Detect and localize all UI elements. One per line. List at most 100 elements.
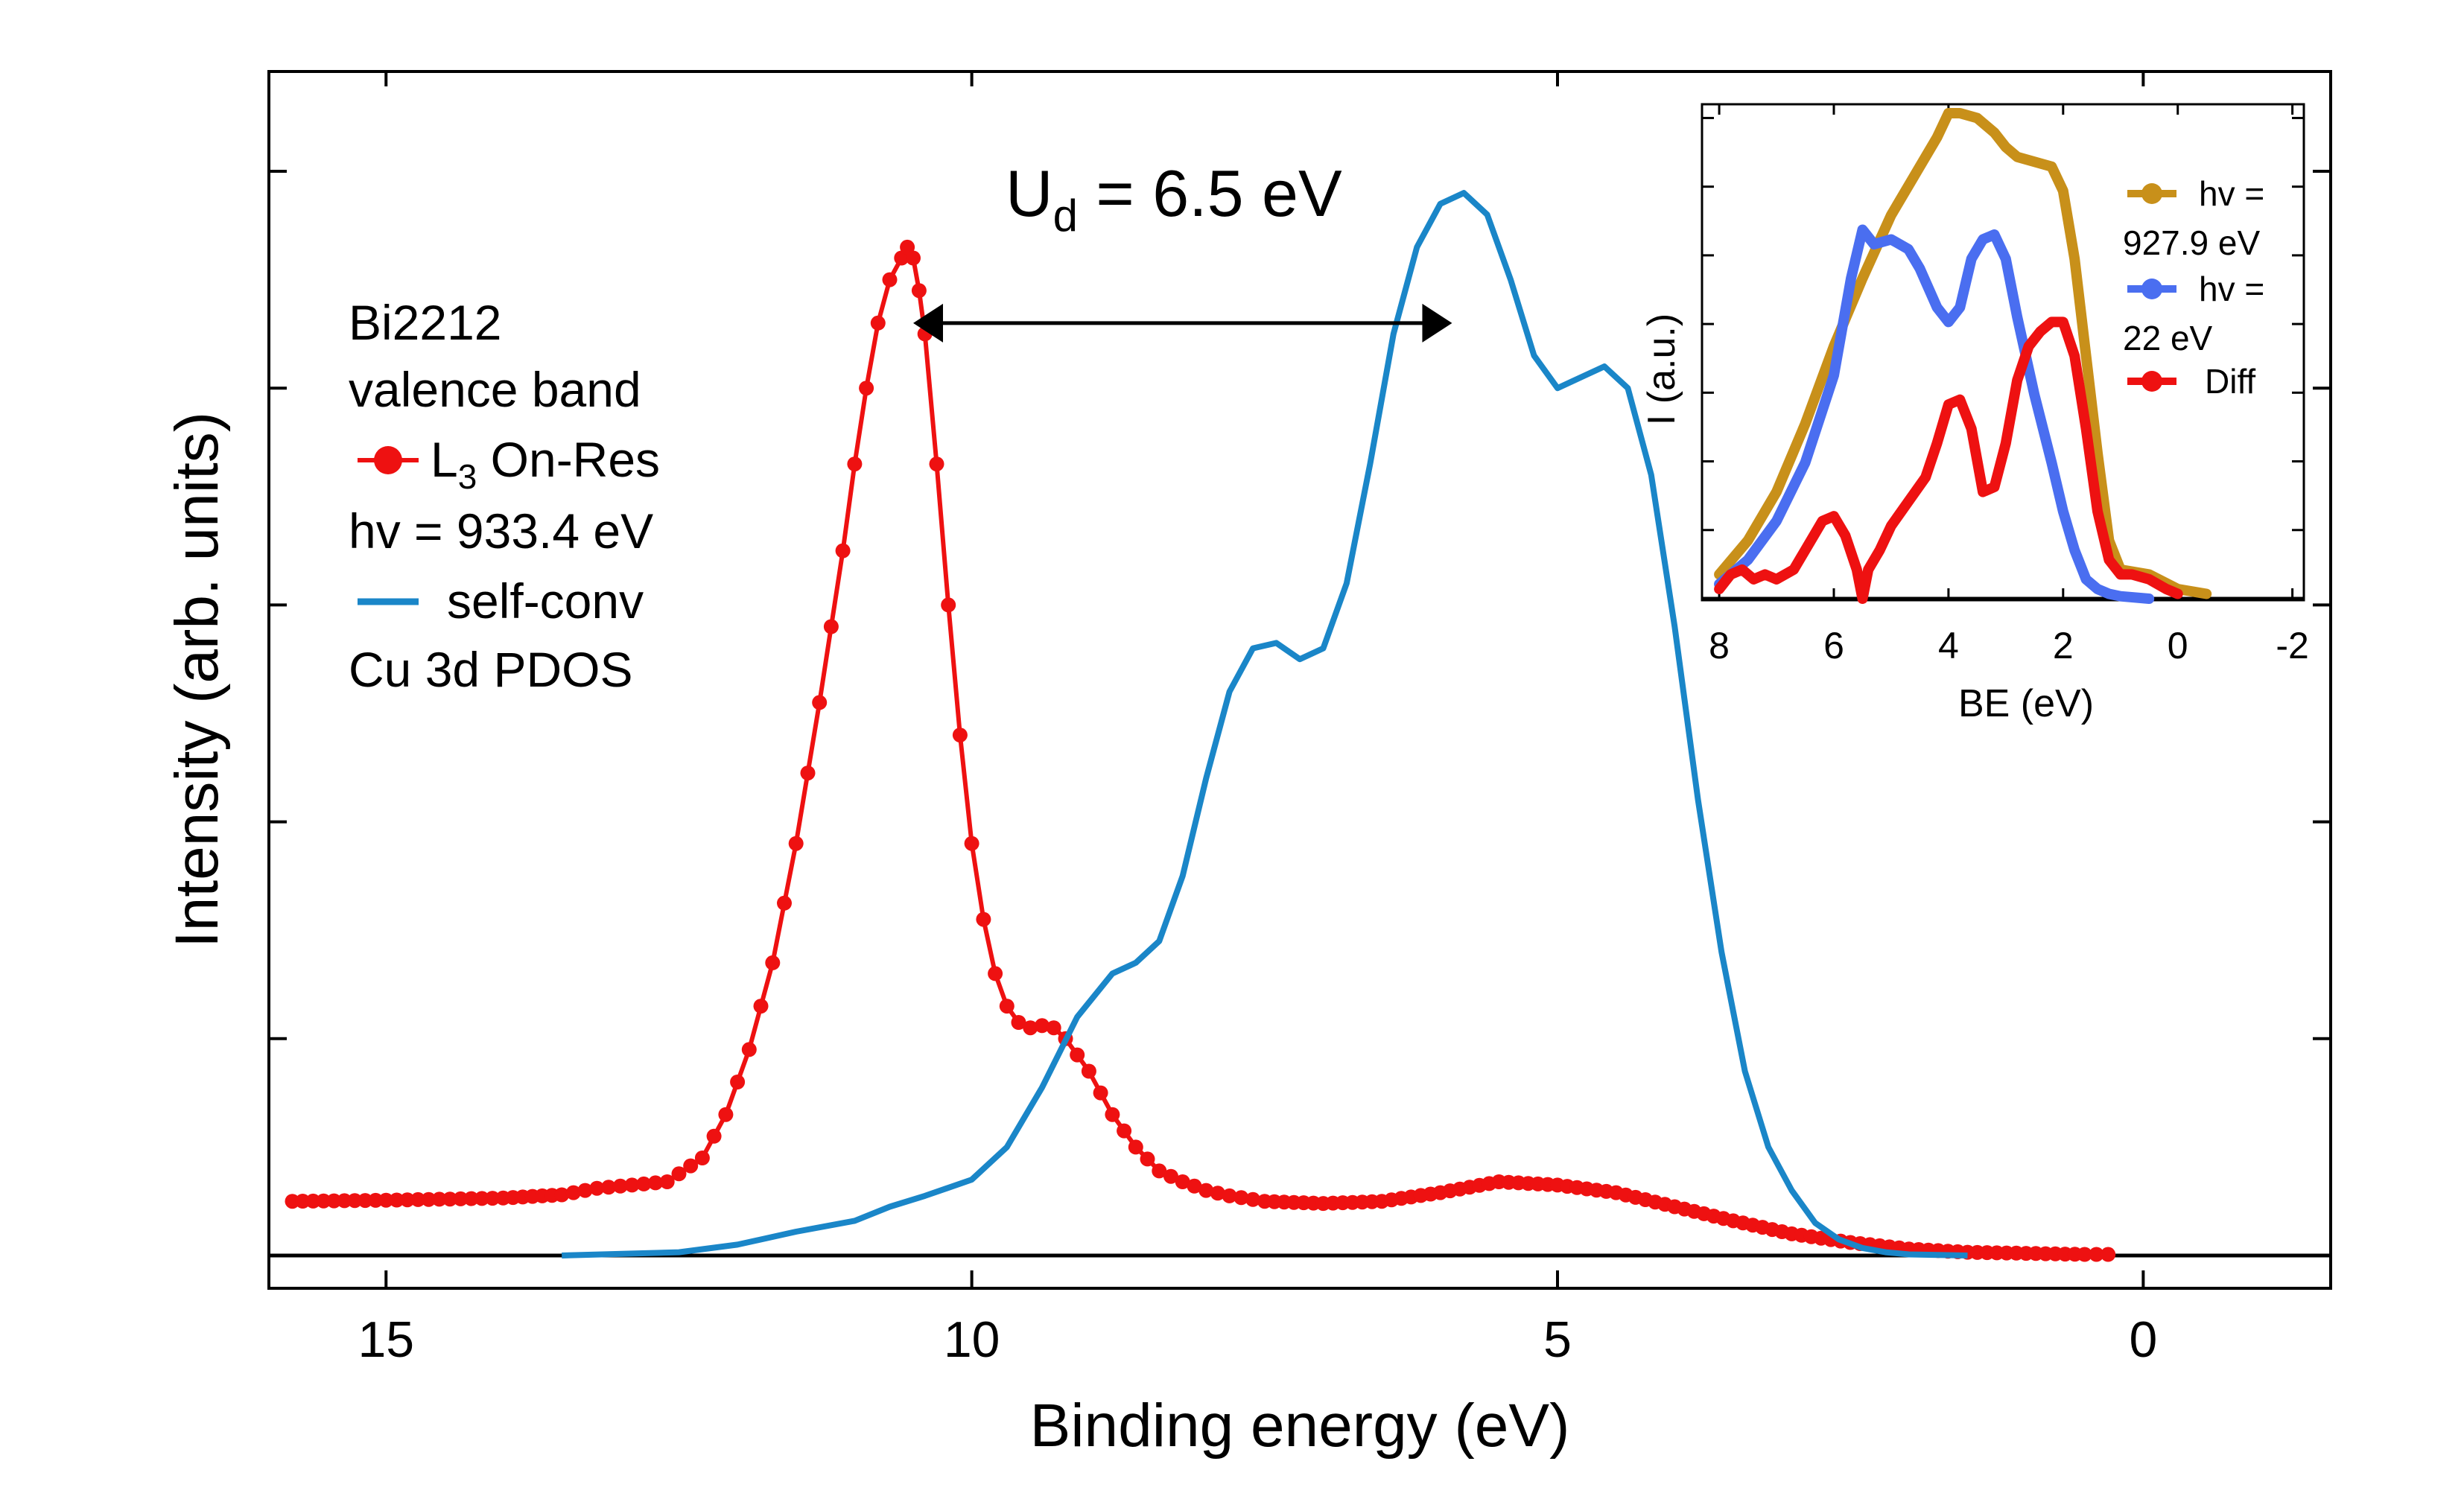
main-series-marker	[683, 1158, 699, 1174]
inset-legend-label-927-line-1: hv =	[2199, 174, 2264, 213]
inset-x-tick-label-3: 2	[2053, 625, 2074, 666]
main-series-marker	[964, 836, 979, 851]
main-series-group	[285, 190, 2116, 1262]
inset-legend-swatch-22-marker	[2141, 279, 2162, 299]
main-series-marker	[1198, 1183, 1214, 1198]
main-series-marker	[952, 728, 968, 743]
main-series-marker	[941, 597, 956, 613]
main-series-marker	[453, 1191, 469, 1206]
main-series-marker	[730, 1075, 746, 1089]
main-x-axis-title: Binding energy (eV)	[1030, 1392, 1570, 1460]
main-series-marker	[624, 1177, 640, 1193]
inset-legend-entry-22: hv = 22 eV	[2123, 270, 2264, 357]
main-y-ticks	[269, 170, 2331, 1257]
main-series-marker	[753, 999, 769, 1014]
main-series-marker	[1210, 1186, 1225, 1201]
main-series-marker	[1117, 1123, 1132, 1139]
legend-extra-pdos: Cu 3d PDOS	[349, 642, 633, 697]
ud-value: = 6.5 eV	[1078, 156, 1342, 230]
main-series-marker	[1222, 1188, 1237, 1203]
legend-entry-on-res: L3 On-Res	[358, 432, 660, 496]
main-series-marker	[812, 695, 828, 710]
main-series-marker	[1046, 1020, 1061, 1036]
inset-legend-entry-diff: Diff	[2127, 362, 2255, 401]
ud-symbol: U	[1006, 156, 1053, 230]
inset-y-ticks	[1702, 116, 2304, 600]
main-series-marker	[305, 1193, 321, 1209]
legend-title-line-1: Bi2212	[349, 295, 502, 350]
main-x-tick-label-0: 15	[358, 1311, 414, 1368]
main-series-marker	[671, 1166, 687, 1182]
main-series-marker	[431, 1191, 447, 1207]
main-x-tick-label-1: 10	[944, 1311, 1000, 1368]
main-series-marker	[694, 1151, 710, 1165]
main-series-marker	[442, 1191, 458, 1207]
inset-x-ticks: 8 6 4 2 0 -2	[1709, 104, 2309, 666]
inset-plot: 8 6 4 2 0 -2 BE (eV) I (a.u.) hv = 927.9 eV h…	[1640, 103, 2309, 725]
main-series-marker	[835, 543, 851, 559]
main-x-tick-label-2: 5	[1543, 1311, 1572, 1368]
main-series-marker	[999, 999, 1015, 1014]
main-series-marker	[765, 955, 781, 970]
main-series-marker	[295, 1194, 311, 1209]
ud-arrow-head-right	[1422, 303, 1452, 343]
inset-legend-label-22-line-2: 22 eV	[2123, 319, 2213, 357]
main-series-marker	[1105, 1107, 1120, 1122]
main-series-marker	[2077, 1247, 2092, 1262]
main-series-marker	[1245, 1191, 1261, 1207]
main-series-marker	[659, 1174, 675, 1189]
main-series-marker	[612, 1178, 628, 1194]
main-series-marker	[906, 250, 921, 266]
main-series-marker	[1175, 1174, 1190, 1189]
main-series-marker	[589, 1180, 605, 1196]
main-series-marker	[410, 1191, 426, 1207]
main-series-marker	[337, 1193, 352, 1209]
main-series-marker	[870, 315, 886, 331]
main-series-marker	[565, 1185, 581, 1200]
main-series-line-1	[562, 190, 1968, 1258]
main-series-marker	[636, 1176, 652, 1191]
main-series-marker	[378, 1192, 394, 1208]
main-series-marker	[347, 1193, 363, 1209]
main-plot-frame	[267, 70, 2332, 1290]
main-series-marker	[474, 1191, 489, 1206]
main-series-marker	[900, 239, 915, 255]
inset-background	[1702, 104, 2304, 600]
main-series-marker	[1140, 1151, 1155, 1167]
main-series-marker	[485, 1191, 501, 1206]
ud-subscript: d	[1053, 191, 1078, 241]
main-series-marker	[718, 1107, 734, 1122]
main-plot: 15 10 5 0 Ud = 6.5 eV Binding energy (eV) I…	[163, 70, 2332, 1460]
legend-label-on-res-rest: On-Res	[477, 432, 660, 487]
main-legend: Bi2212 valence band L3 On-Res hv = 933.4…	[349, 295, 660, 697]
main-series-marker	[929, 456, 944, 472]
main-series-marker	[2089, 1247, 2104, 1262]
inset-legend-label-927-line-2: 927.9 eV	[2123, 223, 2260, 262]
inset-series-line-2	[1714, 316, 2183, 604]
main-series-marker	[741, 1042, 757, 1057]
inset-legend: hv = 927.9 eV hv = 22 eV Diff	[2123, 174, 2264, 401]
main-series-marker	[2101, 1247, 2116, 1262]
legend-label-self-conv: self-conv	[447, 573, 644, 629]
ud-arrow-head-left	[913, 303, 943, 343]
legend-extra-hv: hv = 933.4 eV	[349, 503, 653, 559]
main-series-marker	[911, 283, 927, 299]
inset-legend-swatch-diff-marker	[2141, 371, 2162, 392]
main-y-axis-title: Intensity (arb. units)	[163, 412, 231, 948]
main-series-marker	[1233, 1190, 1249, 1206]
legend-title-line-2: valence band	[349, 362, 641, 417]
inset-x-tick-label-4: 0	[2168, 625, 2188, 666]
main-series-marker	[1070, 1047, 1085, 1063]
main-series-marker	[1128, 1139, 1143, 1155]
main-series-marker	[988, 966, 1003, 981]
main-series-marker	[463, 1191, 479, 1206]
main-series-marker	[1093, 1085, 1108, 1101]
main-series-markers-0	[285, 239, 2116, 1262]
main-series-marker	[1152, 1163, 1167, 1179]
main-series-marker	[800, 766, 816, 781]
ud-annotation: Ud = 6.5 eV	[913, 156, 1452, 343]
inset-series-line-1	[1714, 224, 2155, 604]
main-series-marker	[1023, 1020, 1038, 1036]
main-x-ticks: 15 10 5 0	[358, 71, 2157, 1368]
